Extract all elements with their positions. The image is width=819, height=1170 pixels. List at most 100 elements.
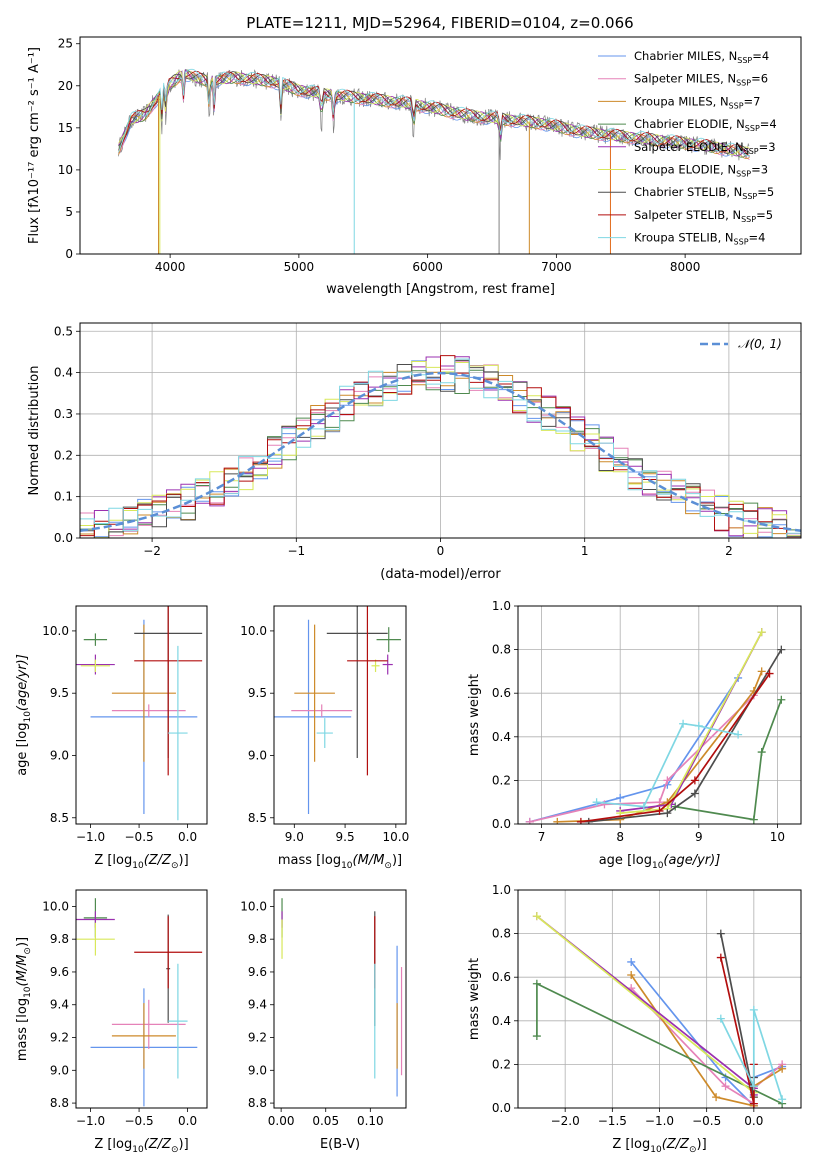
y-tick-label: 0.8 bbox=[492, 927, 511, 941]
error-bar-point bbox=[111, 1003, 176, 1069]
x-tick-label: 0.00 bbox=[268, 1114, 295, 1128]
error-bar-point bbox=[382, 654, 393, 675]
y-tick-label: 9.6 bbox=[248, 965, 267, 979]
axis-label: Z [log10(Z/Z⊙)] bbox=[612, 1137, 706, 1155]
data-point-marker bbox=[721, 1082, 730, 1091]
x-tick-label: −1.5 bbox=[598, 1114, 627, 1128]
y-tick-label: 0.0 bbox=[54, 531, 73, 545]
residuals-panel: −2 −1 0 1 2 0.0 0.1 0.2 0.3 0.4 0.5 𝒩(0, 1) (data-mo… bbox=[27, 322, 802, 582]
y-tick-label: 8.8 bbox=[50, 1096, 69, 1110]
mass-weight-vs-z-panel: −2.0 −1.5 −1.0 −0.5 0.0 0.0 0.2 0.4 0.6 0.8 1.0 mas… bbox=[467, 883, 802, 1155]
x-tick-label: −1.0 bbox=[645, 1114, 674, 1128]
legend-entry: Kroupa MILES, NSSP=7 bbox=[634, 94, 760, 110]
x-axis-label: E(B-V) bbox=[320, 1137, 360, 1152]
spectrum-legend: Chabrier MILES, NSSP=4 Salpeter MILES, NS… bbox=[598, 49, 777, 247]
error-bar-point bbox=[316, 718, 333, 749]
error-bar-point bbox=[274, 619, 352, 815]
data-point-marker bbox=[679, 719, 688, 728]
x-tick-label: 0.05 bbox=[312, 1114, 339, 1128]
model-spectrum-line bbox=[118, 74, 750, 158]
panels: 4000 5000 6000 7000 80000510152025wavelength… bbox=[15, 36, 802, 1155]
legend-entry: Salpeter ELODIE, NSSP=3 bbox=[634, 140, 776, 156]
y-axis-label: mass weight bbox=[467, 958, 482, 1040]
x-tick-label: 0 bbox=[437, 544, 445, 558]
data-point-marker bbox=[757, 748, 766, 757]
data-point-marker bbox=[532, 979, 541, 988]
y-tick-label: 15 bbox=[58, 121, 73, 135]
legend-entry: Chabrier ELODIE, NSSP=4 bbox=[634, 117, 777, 133]
legend-entry: Chabrier MILES, NSSP=4 bbox=[634, 49, 769, 65]
mass-weight-series-line bbox=[720, 1009, 783, 1100]
x-tick-label: −2 bbox=[143, 544, 161, 558]
y-tick-label: 9.8 bbox=[248, 932, 267, 946]
model-spectrum-line bbox=[118, 71, 750, 159]
y-tick-label: 9.0 bbox=[50, 748, 69, 762]
error-bar-point bbox=[291, 704, 353, 717]
axes-frame bbox=[517, 889, 802, 1109]
axes-frame bbox=[79, 322, 802, 539]
model-spectrum-line bbox=[118, 71, 750, 154]
x-tick-label: 7000 bbox=[541, 260, 572, 274]
data-point-marker bbox=[777, 645, 786, 654]
model-spectrum-line bbox=[118, 70, 750, 156]
x-tick-label: 10 bbox=[770, 830, 785, 844]
y-tick-label: 0.2 bbox=[492, 1057, 511, 1071]
y-tick-label: 10.0 bbox=[240, 899, 267, 913]
mass-vs-z-panel: −1.0 −0.5 0.0 8.8 9.0 9.2 9.4 9.6 9.8 10.0 Z [log1… bbox=[15, 889, 208, 1155]
age-vs-z-panel: −1.0 −0.5 0.0 8.5 9.0 9.5 10.0 Z [log10(Z/Z⊙)] a… bbox=[15, 605, 208, 871]
x-tick-label: 9 bbox=[695, 830, 703, 844]
y-tick-label: 0.3 bbox=[54, 407, 73, 421]
y-tick-label: 9.8 bbox=[50, 932, 69, 946]
mass-weight-vs-age-panel: 7 8 9 10 0.0 0.2 0.4 0.6 0.8 1.0 mass weight age [l… bbox=[467, 599, 802, 871]
data-point-marker bbox=[778, 1095, 787, 1104]
y-tick-label: 8.5 bbox=[50, 811, 69, 825]
error-bar-point bbox=[80, 659, 110, 673]
error-bar-point bbox=[111, 999, 186, 1049]
error-bar-point bbox=[294, 624, 335, 762]
mass-weight-series-line bbox=[529, 677, 739, 823]
error-bar-point bbox=[111, 704, 186, 717]
data-point-marker bbox=[749, 1005, 758, 1014]
y-tick-label: 0.0 bbox=[492, 817, 511, 831]
error-bar-point bbox=[134, 916, 203, 989]
y-tick-label: 9.0 bbox=[248, 748, 267, 762]
y-tick-label: 10.0 bbox=[42, 624, 69, 638]
data-point-marker bbox=[690, 776, 699, 785]
x-tick-label: −0.5 bbox=[125, 830, 154, 844]
y-tick-label: 0.2 bbox=[54, 448, 73, 462]
legend-entry: Chabrier STELIB, NSSP=5 bbox=[634, 185, 774, 201]
data-point-marker bbox=[627, 957, 636, 966]
error-bar-point bbox=[83, 633, 108, 646]
y-tick-label: 5 bbox=[65, 205, 73, 219]
axes-frame bbox=[273, 605, 407, 825]
data-point-marker bbox=[734, 730, 743, 739]
axis-label: Z [log10(Z/Z⊙)] bbox=[94, 853, 188, 871]
axes-frame bbox=[517, 605, 802, 825]
x-axis-label: (data-model)/error bbox=[380, 567, 501, 582]
data-point-marker bbox=[712, 1093, 721, 1102]
legend-entry: Kroupa STELIB, NSSP=4 bbox=[634, 231, 765, 247]
y-tick-label: 9.2 bbox=[50, 1031, 69, 1045]
y-tick-label: 10 bbox=[58, 163, 73, 177]
residual-histogram bbox=[80, 355, 801, 538]
data-point-marker bbox=[600, 800, 609, 809]
y-tick-label: 0.5 bbox=[54, 324, 73, 338]
data-point-marker bbox=[639, 802, 648, 811]
axes-frame bbox=[273, 889, 407, 1109]
axes-frame bbox=[75, 889, 208, 1109]
x-tick-label: 9.0 bbox=[285, 830, 304, 844]
residual-histogram bbox=[80, 358, 801, 538]
axes-frame bbox=[75, 605, 208, 825]
y-tick-label: 10.0 bbox=[42, 899, 69, 913]
data-point-marker bbox=[532, 912, 541, 921]
y-tick-label: 20 bbox=[58, 79, 73, 93]
y-tick-label: 0.4 bbox=[492, 1014, 511, 1028]
axis-label: mass [log10(M/M⊙)] bbox=[278, 853, 402, 871]
data-point-marker bbox=[592, 798, 601, 807]
y-tick-label: 0.8 bbox=[492, 643, 511, 657]
y-tick-label: 25 bbox=[58, 37, 73, 51]
age-vs-mass-panel: 9.0 9.5 10.0 8.5 9.0 9.5 10.0 mass [log10(M/M⊙)… bbox=[240, 605, 409, 871]
model-spectrum-line bbox=[118, 68, 750, 157]
